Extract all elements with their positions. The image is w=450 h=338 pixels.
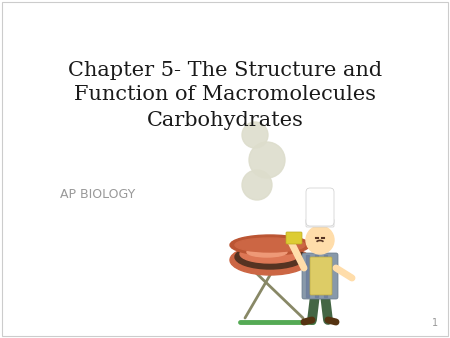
Ellipse shape <box>235 245 305 269</box>
Bar <box>315 255 318 297</box>
Ellipse shape <box>230 245 310 275</box>
Circle shape <box>306 226 334 254</box>
Bar <box>324 255 327 297</box>
FancyBboxPatch shape <box>306 219 334 227</box>
Circle shape <box>242 122 268 148</box>
Text: AP BIOLOGY: AP BIOLOGY <box>60 189 135 201</box>
Text: 1: 1 <box>432 318 438 328</box>
Text: Chapter 5- The Structure and
Function of Macromolecules
Carbohydrates: Chapter 5- The Structure and Function of… <box>68 61 382 129</box>
Bar <box>306 255 309 297</box>
Circle shape <box>242 170 272 200</box>
FancyBboxPatch shape <box>286 232 302 244</box>
Ellipse shape <box>235 238 305 252</box>
Ellipse shape <box>247 247 287 257</box>
FancyBboxPatch shape <box>310 257 332 295</box>
Circle shape <box>249 142 285 178</box>
FancyBboxPatch shape <box>302 253 338 299</box>
FancyBboxPatch shape <box>306 188 334 226</box>
Ellipse shape <box>240 245 300 263</box>
Ellipse shape <box>230 235 310 255</box>
